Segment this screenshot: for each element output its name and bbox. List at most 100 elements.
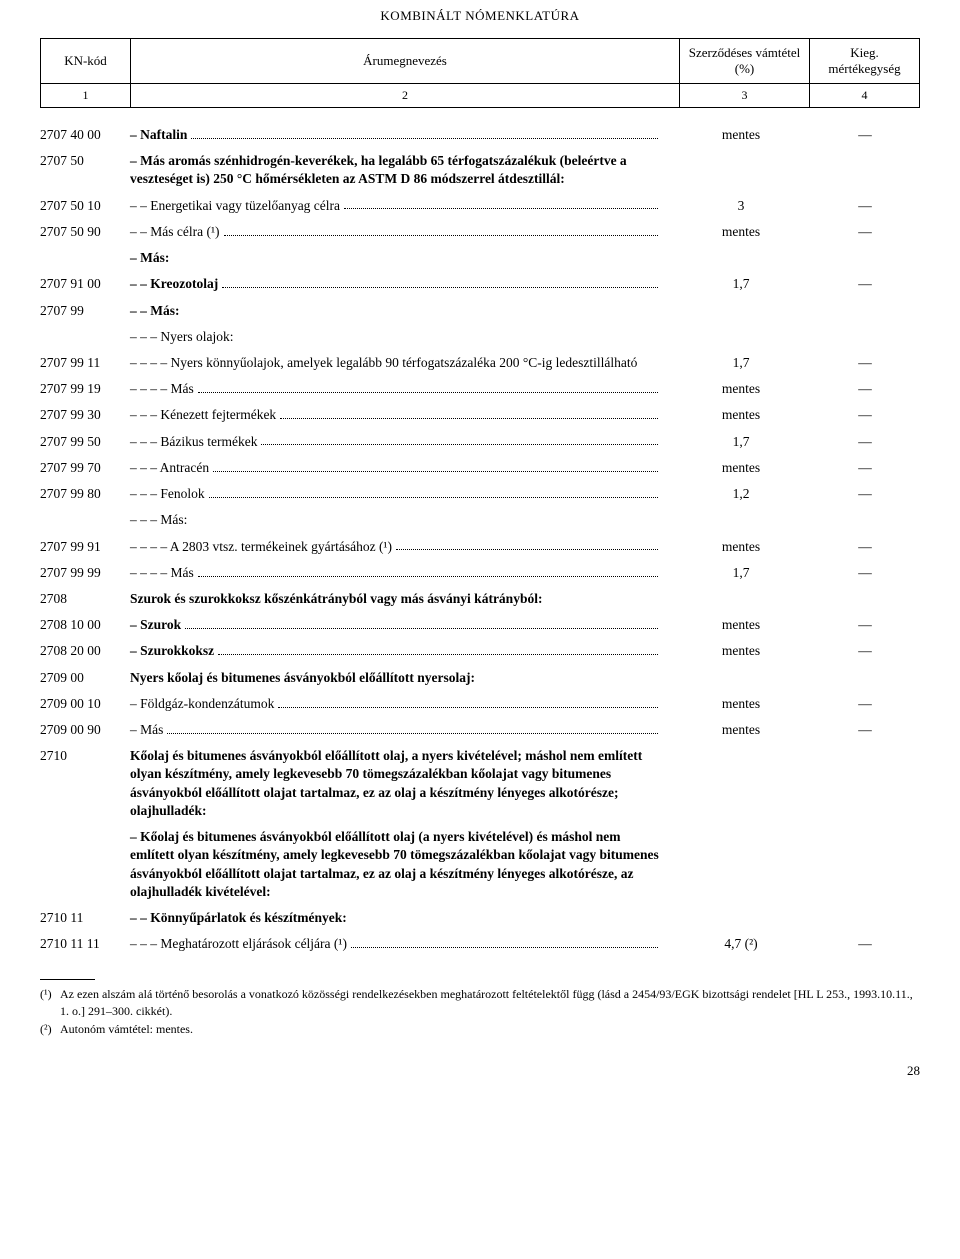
- leader-dots: [213, 459, 658, 472]
- table-row: 2709 00Nyers kőolaj és bitumenes ásványo…: [40, 669, 920, 687]
- cn-code: 2708 20 00: [40, 642, 130, 660]
- description-text: – – – – Nyers könnyűolajok, amelyek lega…: [130, 354, 637, 372]
- description-text: – – – Kénezett fejtermékek: [130, 406, 276, 424]
- duty-value: mentes: [680, 538, 810, 556]
- description-cell: – – – Bázikus termékek: [130, 433, 680, 451]
- description-cell: – – – – Nyers könnyűolajok, amelyek lega…: [130, 354, 680, 372]
- column-header-table: KN-kód Árumegnevezés Szerződéses vámtéte…: [40, 38, 920, 108]
- unit-value: —: [810, 197, 920, 215]
- unit-value: —: [810, 380, 920, 398]
- description-text: – Kőolaj és bitumenes ásványokból előáll…: [130, 828, 662, 901]
- description-text: – – – – Más: [130, 380, 194, 398]
- unit-value: —: [810, 275, 920, 293]
- description-text: – – – Antracén: [130, 459, 209, 477]
- description-text: – – Kreozotolaj: [130, 275, 218, 293]
- unit-value: —: [810, 564, 920, 582]
- unit-value: —: [810, 126, 920, 144]
- description-text: – Földgáz-kondenzátumok: [130, 695, 274, 713]
- cn-code: 2707 99 80: [40, 485, 130, 503]
- description-text: – Más:: [130, 249, 169, 267]
- unit-value: —: [810, 935, 920, 953]
- footnote-rule: [40, 979, 95, 980]
- table-row: – Kőolaj és bitumenes ásványokból előáll…: [40, 828, 920, 901]
- unit-value: —: [810, 485, 920, 503]
- duty-value: 1,7: [680, 275, 810, 293]
- description-cell: – Szurok: [130, 616, 680, 634]
- leader-dots: [280, 406, 658, 419]
- description-cell: Kőolaj és bitumenes ásványokból előállít…: [130, 747, 680, 820]
- table-row: 2710Kőolaj és bitumenes ásványokból előá…: [40, 747, 920, 820]
- leader-dots: [344, 197, 658, 210]
- description-cell: – – – Kénezett fejtermékek: [130, 406, 680, 424]
- leader-dots: [198, 564, 658, 577]
- duty-value: mentes: [680, 380, 810, 398]
- description-cell: – – – Antracén: [130, 459, 680, 477]
- table-row: – – – Más:: [40, 511, 920, 529]
- table-row: 2707 50 10– – Energetikai vagy tüzelőany…: [40, 197, 920, 215]
- description-text: – Szurokkoksz: [130, 642, 214, 660]
- duty-value: mentes: [680, 459, 810, 477]
- duty-value: mentes: [680, 721, 810, 739]
- footnote-text: Az ezen alszám alá történő besorolás a v…: [60, 986, 920, 1018]
- table-row: 2707 99 11– – – – Nyers könnyűolajok, am…: [40, 354, 920, 372]
- leader-dots: [185, 616, 658, 629]
- unit-value: —: [810, 721, 920, 739]
- description-cell: – – Kreozotolaj: [130, 275, 680, 293]
- table-row: 2709 00 10– Földgáz-kondenzátumokmentes—: [40, 695, 920, 713]
- cn-code: 2707 50 90: [40, 223, 130, 241]
- header-col-duty: Szerződéses vámtétel (%): [680, 39, 810, 84]
- table-row: 2707 99 99– – – – Más 1,7—: [40, 564, 920, 582]
- cn-code: 2707 99 99: [40, 564, 130, 582]
- unit-value: —: [810, 459, 920, 477]
- footnote-text: Autonóm vámtétel: mentes.: [60, 1021, 920, 1037]
- leader-dots: [261, 433, 658, 446]
- description-text: Kőolaj és bitumenes ásványokból előállít…: [130, 747, 662, 820]
- description-text: – – – – Más: [130, 564, 194, 582]
- unit-value: —: [810, 354, 920, 372]
- table-row: 2707 99 30– – – Kénezett fejtermékek ment…: [40, 406, 920, 424]
- unit-value: —: [810, 433, 920, 451]
- cn-code: 2710: [40, 747, 130, 765]
- leader-dots: [167, 721, 658, 734]
- cn-code: 2710 11: [40, 909, 130, 927]
- table-row: 2709 00 90– Másmentes—: [40, 721, 920, 739]
- description-text: – Szurok: [130, 616, 181, 634]
- unit-value: —: [810, 538, 920, 556]
- header-num-1: 1: [41, 84, 131, 108]
- leader-dots: [191, 126, 658, 139]
- description-cell: – – Más:: [130, 302, 680, 320]
- duty-value: mentes: [680, 642, 810, 660]
- description-text: – – Energetikai vagy tüzelőanyag célra: [130, 197, 340, 215]
- duty-value: 1,7: [680, 564, 810, 582]
- duty-value: 1,2: [680, 485, 810, 503]
- description-text: Szurok és szurokkoksz kőszénkátrányból v…: [130, 590, 542, 608]
- leader-dots: [209, 485, 658, 498]
- table-row: 2707 99 50– – – Bázikus termékek1,7—: [40, 433, 920, 451]
- header-col-desc: Árumegnevezés: [131, 39, 680, 84]
- cn-code: 2708 10 00: [40, 616, 130, 634]
- unit-value: —: [810, 223, 920, 241]
- description-text: – – – Nyers olajok:: [130, 328, 234, 346]
- description-cell: – Más aromás szénhidrogén-keverékek, ha …: [130, 152, 680, 188]
- duty-value: mentes: [680, 406, 810, 424]
- duty-value: mentes: [680, 126, 810, 144]
- description-text: – – Más:: [130, 302, 180, 320]
- table-row: 2707 50– Más aromás szénhidrogén-keverék…: [40, 152, 920, 188]
- footnote: (²)Autonóm vámtétel: mentes.: [40, 1021, 920, 1037]
- description-cell: – – – – Más: [130, 380, 680, 398]
- cn-code: 2709 00 90: [40, 721, 130, 739]
- duty-value: 1,7: [680, 433, 810, 451]
- cn-code: 2707 99 30: [40, 406, 130, 424]
- description-cell: – – – Meghatározott eljárások céljára (¹…: [130, 935, 680, 953]
- nomenclature-rows: 2707 40 00– Naftalinmentes—2707 50– Más …: [40, 126, 920, 953]
- header-num-3: 3: [680, 84, 810, 108]
- description-text: – Más aromás szénhidrogén-keverékek, ha …: [130, 152, 662, 188]
- duty-value: mentes: [680, 223, 810, 241]
- description-text: – Naftalin: [130, 126, 187, 144]
- table-row: 2707 99 70– – – Antracénmentes—: [40, 459, 920, 477]
- description-cell: – Földgáz-kondenzátumok: [130, 695, 680, 713]
- table-row: 2708Szurok és szurokkoksz kőszénkátrányb…: [40, 590, 920, 608]
- description-text: – – – Meghatározott eljárások céljára (¹…: [130, 935, 347, 953]
- duty-value: 4,7 (²): [680, 935, 810, 953]
- description-text: – – Könnyűpárlatok és készítmények:: [130, 909, 347, 927]
